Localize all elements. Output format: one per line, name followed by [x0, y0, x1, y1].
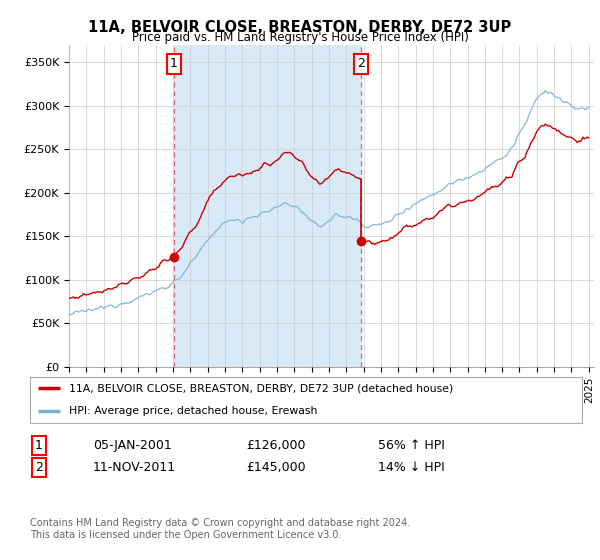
- Text: Contains HM Land Registry data © Crown copyright and database right 2024.
This d: Contains HM Land Registry data © Crown c…: [30, 518, 410, 540]
- Text: 11-NOV-2011: 11-NOV-2011: [93, 461, 176, 474]
- Text: 14% ↓ HPI: 14% ↓ HPI: [378, 461, 445, 474]
- Text: £126,000: £126,000: [246, 438, 305, 452]
- Text: 1: 1: [170, 58, 178, 71]
- Text: HPI: Average price, detached house, Erewash: HPI: Average price, detached house, Erew…: [68, 407, 317, 416]
- Bar: [173, 45, 361, 367]
- Text: 11A, BELVOIR CLOSE, BREASTON, DERBY, DE72 3UP (detached house): 11A, BELVOIR CLOSE, BREASTON, DERBY, DE7…: [68, 384, 453, 393]
- Text: 05-JAN-2001: 05-JAN-2001: [93, 438, 172, 452]
- Text: 1: 1: [35, 438, 43, 452]
- Text: 2: 2: [35, 461, 43, 474]
- Text: 2: 2: [358, 58, 365, 71]
- Text: 56% ↑ HPI: 56% ↑ HPI: [378, 438, 445, 452]
- Text: Price paid vs. HM Land Registry's House Price Index (HPI): Price paid vs. HM Land Registry's House …: [131, 31, 469, 44]
- Text: 11A, BELVOIR CLOSE, BREASTON, DERBY, DE72 3UP: 11A, BELVOIR CLOSE, BREASTON, DERBY, DE7…: [88, 20, 512, 35]
- Text: £145,000: £145,000: [246, 461, 305, 474]
